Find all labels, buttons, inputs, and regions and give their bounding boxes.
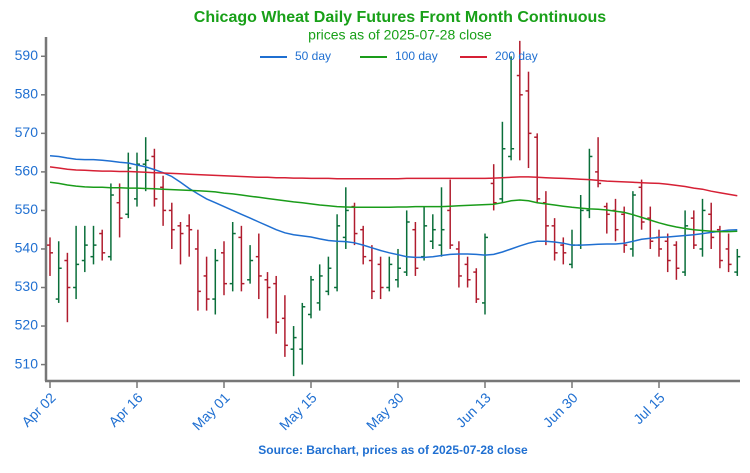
x-tick-label: May 15 — [276, 389, 320, 433]
y-tick-label: 560 — [15, 163, 39, 179]
x-tick-label: Apr 02 — [18, 389, 59, 430]
y-tick-label: 550 — [15, 201, 39, 217]
x-tick-label: Jul 15 — [630, 389, 668, 427]
y-tick-label: 520 — [15, 317, 39, 333]
footer: Source: Barchart, prices as of 2025-07-2… — [258, 443, 528, 457]
x-tick-label: Jun 13 — [453, 389, 494, 430]
y-tick-label: 570 — [15, 124, 39, 140]
y-tick-label: 580 — [15, 86, 39, 102]
legend-label: 200 day — [495, 49, 538, 63]
x-tick-label: May 01 — [189, 389, 233, 433]
moving-average-line — [49, 181, 738, 233]
y-tick-label: 530 — [15, 278, 39, 294]
y-tick-label: 510 — [15, 355, 39, 371]
legend-label: 100 day — [395, 49, 438, 63]
x-tick-label: Jun 30 — [540, 389, 581, 430]
x-tick-label: May 30 — [363, 389, 407, 433]
y-tick-label: 590 — [15, 47, 39, 63]
legend-label: 50 day — [295, 49, 331, 63]
x-tick-label: Apr 16 — [105, 389, 146, 430]
moving-average-line — [49, 166, 738, 197]
chart-title: Chicago Wheat Daily Futures Front Month … — [194, 9, 607, 26]
chart-subtitle: prices as of 2025-07-28 close — [308, 27, 492, 43]
y-tick-label: 540 — [15, 240, 39, 256]
